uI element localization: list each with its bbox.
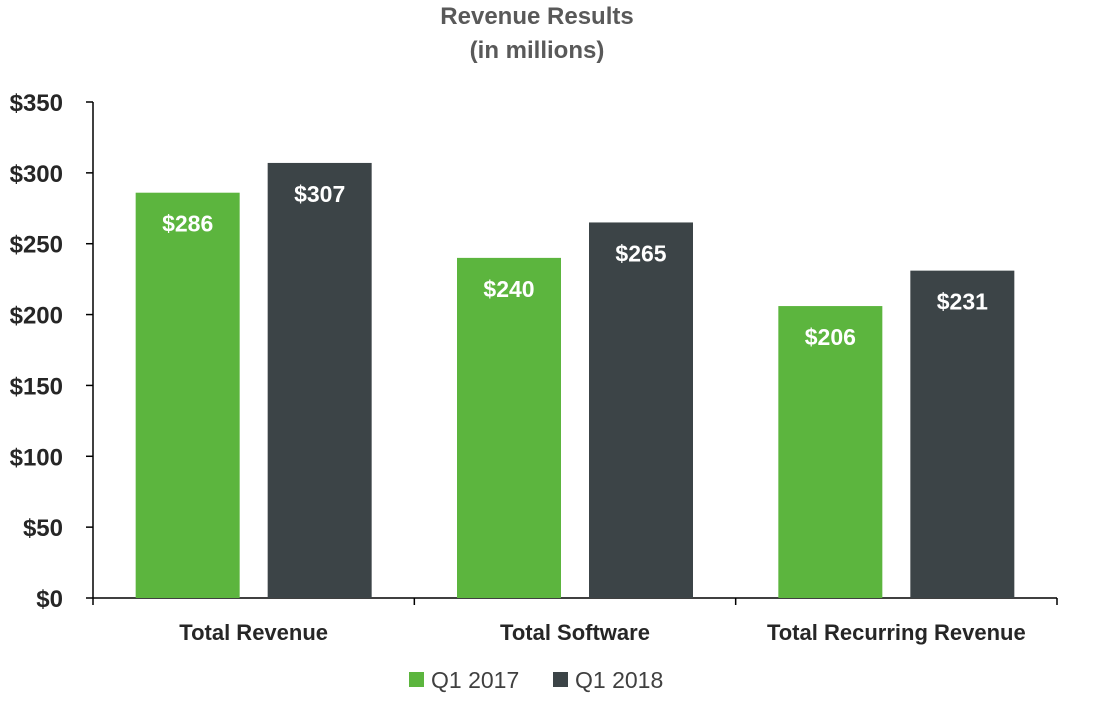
chart-title: Revenue Results (440, 3, 633, 30)
bar-data-label: $231 (937, 289, 988, 315)
bar-q1-2018 (267, 162, 372, 599)
legend-label: Q1 2018 (575, 667, 663, 693)
y-tick-label: $150 (10, 373, 63, 400)
bar-q1-2018 (589, 222, 693, 598)
x-axis: Total Revenue Total Software Total Recurri… (92, 597, 1058, 645)
bar-data-label: $206 (805, 324, 856, 350)
y-tick-label: $300 (10, 161, 63, 188)
bar-data-label: $307 (294, 181, 345, 207)
bar-data-label: $265 (615, 240, 666, 266)
legend-swatch (553, 672, 568, 687)
x-category-label: Total Recurring Revenue (767, 620, 1026, 645)
y-tick-label: $200 (10, 303, 63, 330)
y-tick-label: $50 (23, 515, 63, 542)
legend-label: Q1 2017 (431, 667, 519, 693)
bar-q1-2017 (778, 306, 883, 598)
x-category-label: Total Software (500, 620, 650, 645)
chart-subtitle: (in millions) (470, 37, 605, 64)
y-axis: $0 $50 $100 $150 $200 $250 $300 $350 (10, 90, 94, 613)
y-tick-label: $0 (36, 586, 63, 613)
y-tick-label: $350 (10, 90, 63, 117)
y-tick-label: $250 (10, 232, 63, 259)
bar-q1-2017 (457, 257, 561, 598)
legend: Q1 2017 Q1 2018 (409, 667, 663, 693)
bar-data-label: $240 (483, 276, 534, 302)
legend-swatch (409, 672, 424, 687)
bar-q1-2017 (135, 192, 240, 598)
bar-data-label: $286 (162, 211, 213, 237)
y-tick-label: $100 (10, 444, 63, 471)
bar-series-group: $286 $307 $240 $265 $206 $231 (135, 162, 1015, 599)
bar-q1-2018 (910, 270, 1015, 598)
x-category-label: Total Revenue (179, 620, 328, 645)
